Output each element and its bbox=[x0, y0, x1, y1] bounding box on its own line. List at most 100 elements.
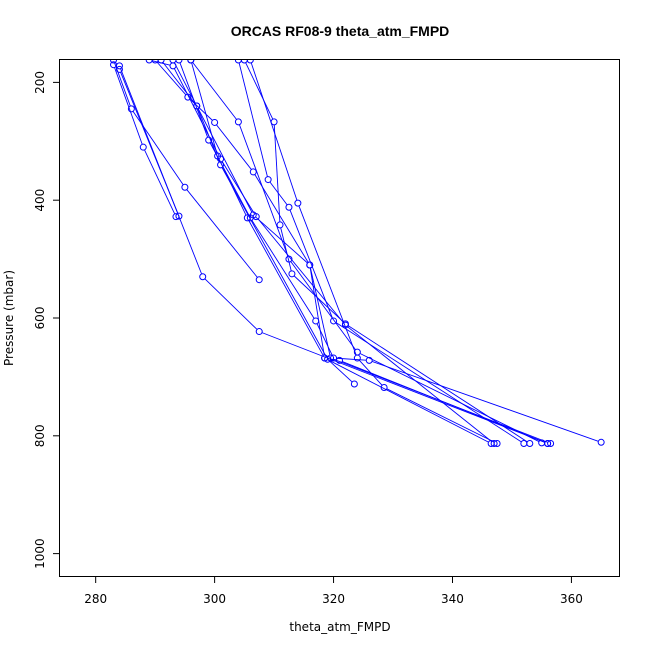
data-point bbox=[526, 439, 534, 447]
series-13-segment-3 bbox=[221, 167, 327, 357]
series-14-segment-4 bbox=[386, 388, 495, 443]
series-2-segment-1 bbox=[114, 62, 131, 107]
series-10-segment-1 bbox=[173, 62, 196, 104]
y-tick-label: 1000 bbox=[33, 538, 47, 569]
series-9-segment-1 bbox=[192, 62, 237, 120]
series-5-segment-4 bbox=[254, 174, 309, 263]
y-tick-label: 800 bbox=[33, 424, 47, 447]
x-tick-label: 360 bbox=[560, 592, 583, 606]
series-6-segment-3 bbox=[261, 332, 546, 443]
data-point bbox=[193, 102, 201, 110]
series-12-segment-3 bbox=[248, 220, 324, 356]
series-5-segment-6 bbox=[327, 359, 489, 443]
series-6-segment-2 bbox=[204, 278, 258, 330]
data-point bbox=[169, 60, 177, 64]
data-point bbox=[205, 136, 213, 144]
series-13 bbox=[157, 60, 358, 388]
x-tick-label: 280 bbox=[84, 592, 107, 606]
series-14 bbox=[246, 60, 501, 447]
series-9-segment-3 bbox=[290, 261, 356, 351]
series-6-segment-1 bbox=[120, 68, 203, 275]
data-point bbox=[493, 439, 501, 447]
plot-area bbox=[59, 59, 620, 577]
series-5-segment-5 bbox=[309, 267, 325, 356]
data-point bbox=[157, 60, 165, 64]
x-axis-label: theta_atm_FMPD bbox=[289, 620, 390, 634]
series-8-segment-3 bbox=[280, 227, 292, 272]
data-point bbox=[288, 270, 296, 278]
data-point bbox=[234, 60, 242, 64]
series-7 bbox=[234, 60, 528, 447]
series-7-segment-1 bbox=[238, 62, 268, 177]
data-point bbox=[234, 118, 242, 126]
data-point bbox=[139, 143, 147, 151]
series-8-segment-1 bbox=[245, 62, 274, 120]
y-axis-label: Pressure (mbar) bbox=[2, 270, 16, 366]
series-layer bbox=[110, 60, 605, 447]
data-point bbox=[175, 60, 183, 64]
data-point bbox=[330, 317, 338, 325]
data-point bbox=[597, 438, 605, 446]
x-axis: 280 300 320 340 360 bbox=[84, 576, 583, 606]
data-point bbox=[199, 273, 207, 281]
data-point bbox=[187, 60, 195, 64]
y-tick-label: 400 bbox=[33, 189, 47, 212]
series-1-segment-3 bbox=[221, 161, 256, 215]
y-axis: 200 400 600 800 1000 bbox=[33, 71, 60, 569]
data-point bbox=[145, 60, 153, 64]
data-point bbox=[276, 221, 284, 229]
series-6 bbox=[115, 62, 552, 447]
data-point bbox=[350, 380, 358, 388]
series-14-segment-2 bbox=[298, 205, 357, 356]
data-point bbox=[306, 261, 314, 269]
data-point bbox=[151, 60, 159, 64]
series-13-segment-2 bbox=[197, 108, 220, 163]
chart-title: ORCAS RF08-9 theta_atm_FMPD bbox=[231, 23, 450, 39]
series-13-segment-4 bbox=[329, 360, 353, 383]
data-point bbox=[312, 317, 320, 325]
series-11-segment-1 bbox=[179, 62, 209, 138]
data-point bbox=[246, 214, 254, 222]
data-point bbox=[365, 356, 373, 364]
data-point bbox=[181, 183, 189, 191]
series-14-segment-1 bbox=[250, 62, 298, 201]
series-7-segment-4 bbox=[335, 322, 522, 443]
data-point bbox=[353, 354, 361, 362]
series-7-segment-3 bbox=[289, 209, 333, 319]
y-tick-label: 200 bbox=[33, 71, 47, 94]
data-point bbox=[214, 152, 222, 160]
series-12-segment-4 bbox=[327, 358, 337, 361]
series-12-segment-1 bbox=[191, 62, 218, 154]
data-point bbox=[294, 199, 302, 207]
series-5-segment-3 bbox=[216, 124, 252, 170]
data-point bbox=[127, 105, 135, 113]
series-10-segment-2 bbox=[197, 108, 253, 213]
data-point bbox=[240, 60, 248, 64]
series-5-segment-1 bbox=[156, 61, 187, 96]
x-tick-label: 300 bbox=[203, 592, 226, 606]
data-point bbox=[217, 161, 225, 169]
series-3-segment-1 bbox=[114, 67, 143, 145]
data-point bbox=[490, 439, 498, 447]
series-10-segment-4 bbox=[309, 267, 331, 356]
data-point bbox=[255, 328, 263, 336]
series-8-segment-2 bbox=[273, 124, 281, 222]
data-point bbox=[211, 118, 219, 126]
series-14-segment-3 bbox=[359, 359, 383, 386]
data-point bbox=[243, 214, 251, 222]
data-point bbox=[324, 355, 332, 363]
data-point bbox=[110, 60, 118, 64]
series-1-segment-4 bbox=[257, 218, 344, 324]
data-point bbox=[547, 439, 555, 447]
y-tick-label: 600 bbox=[33, 307, 47, 330]
data-point bbox=[115, 62, 123, 70]
series-12-segment-5 bbox=[342, 361, 546, 443]
series-10-segment-3 bbox=[255, 216, 308, 264]
x-tick-label: 340 bbox=[441, 592, 464, 606]
series-3-segment-2 bbox=[144, 149, 176, 215]
data-point bbox=[246, 60, 254, 64]
data-point bbox=[285, 203, 293, 211]
data-point bbox=[380, 384, 388, 392]
